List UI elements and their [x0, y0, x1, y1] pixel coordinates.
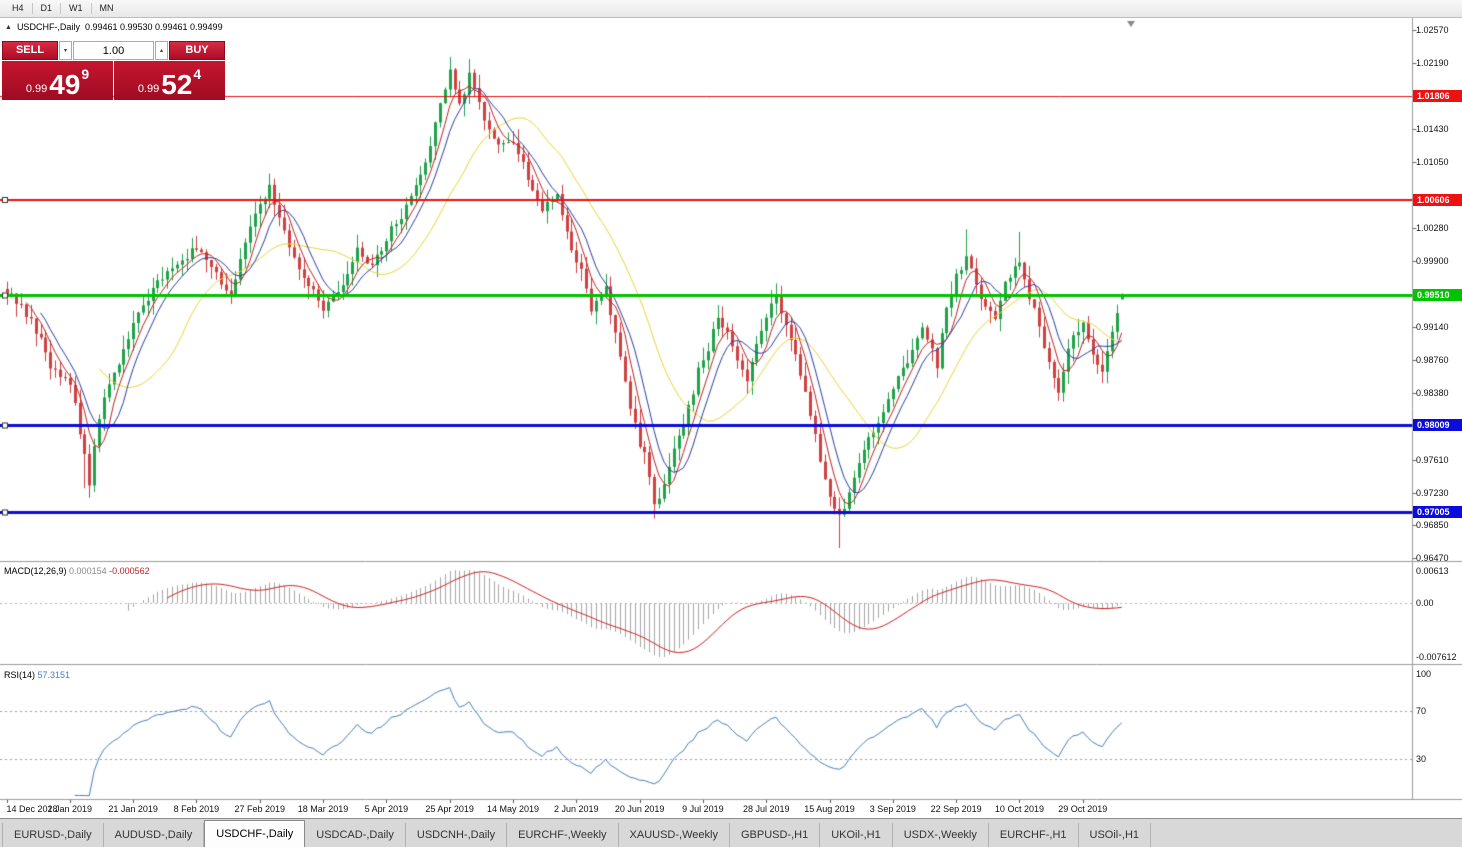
sell-button[interactable]: SELL: [2, 41, 58, 60]
chart-region: ▲ USDCHF-,Daily 0.99461 0.99530 0.99461 …: [0, 18, 1462, 818]
timeframe-button-d1[interactable]: D1: [33, 1, 61, 16]
sell-price-display[interactable]: 0.99 49 9: [2, 61, 113, 100]
chart-tab-audusd-daily[interactable]: AUDUSD-,Daily: [104, 823, 205, 847]
toolbar-separator: [90, 3, 92, 14]
chart-tab-usoil-h1[interactable]: USOil-,H1: [1079, 823, 1152, 847]
timeframe-button-h4[interactable]: H4: [4, 1, 32, 16]
trade-prices-row: 0.99 49 9 0.99 52 4: [2, 61, 225, 100]
chart-tab-eurchf-h1[interactable]: EURCHF-,H1: [989, 823, 1079, 847]
volume-dropdown-icon[interactable]: ▾: [59, 41, 72, 60]
sell-price-big: 49: [49, 69, 81, 101]
buy-price-pip: 4: [193, 66, 202, 82]
collapse-trade-panel-icon[interactable]: ▲: [5, 23, 12, 31]
chart-tab-gbpusd-h1[interactable]: GBPUSD-,H1: [730, 823, 821, 847]
chart-tab-eurusd-daily[interactable]: EURUSD-,Daily: [2, 823, 104, 847]
chart-tab-xauusd-weekly[interactable]: XAUUSD-,Weekly: [619, 823, 730, 847]
chart-tab-usdcnh-daily[interactable]: USDCNH-,Daily: [406, 823, 508, 847]
chart-tab-bar: EURUSD-,Daily AUDUSD-,Daily USDCHF-,Daily U…: [0, 818, 1462, 847]
toolbar-separator: [31, 3, 33, 14]
timeframe-toolbar: H4 D1 W1 MN: [0, 0, 1462, 18]
buy-price-base: 0.99: [137, 83, 160, 95]
chart-tab-ukoil-h1[interactable]: UKOil-,H1: [820, 823, 893, 847]
volume-stepper-icon[interactable]: ▴: [155, 41, 168, 60]
buy-price-big: 52: [161, 69, 193, 101]
chart-tab-eurchf-weekly[interactable]: EURCHF-,Weekly: [507, 823, 619, 847]
chart-tab-usdcad-daily[interactable]: USDCAD-,Daily: [305, 823, 406, 847]
price-chart-canvas[interactable]: [0, 18, 1462, 818]
buy-button[interactable]: BUY: [169, 41, 225, 60]
chart-tab-usdchf-daily[interactable]: USDCHF-,Daily: [204, 820, 306, 847]
trade-controls-row: SELL ▾ ▴ BUY: [2, 41, 225, 60]
sell-price-base: 0.99: [25, 83, 48, 95]
buy-price-display[interactable]: 0.99 52 4: [114, 61, 225, 100]
chart-tab-usdx-weekly[interactable]: USDX-,Weekly: [893, 823, 989, 847]
toolbar-separator: [60, 3, 62, 14]
timeframe-button-mn[interactable]: MN: [92, 1, 122, 16]
volume-input[interactable]: [73, 41, 154, 60]
sell-price-pip: 9: [81, 66, 90, 82]
timeframe-button-w1[interactable]: W1: [61, 1, 91, 16]
